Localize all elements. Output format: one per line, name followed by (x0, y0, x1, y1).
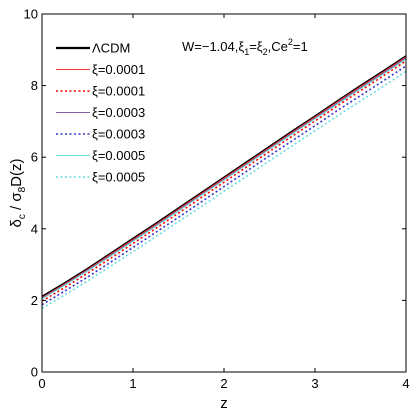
y-tick-label: 6 (31, 150, 38, 165)
legend-label: ξ=0.0005 (92, 170, 145, 185)
y-tick-label: 8 (31, 78, 38, 93)
legend-item: ξ=0.0001 (56, 62, 145, 77)
legend-label: ξ=0.0001 (92, 62, 145, 77)
x-tick-label: 1 (129, 376, 136, 391)
y-axis-label: δc / σ8D(z) (8, 158, 28, 227)
series-line-2 (42, 60, 406, 302)
y-label-sub-8: 8 (17, 186, 28, 192)
series-line-4 (42, 65, 406, 306)
tick-layer: 0 1 2 3 4 0 2 4 6 8 10 (24, 7, 410, 392)
series-line-3 (42, 57, 406, 299)
series-line-0 (42, 55, 406, 298)
legend-label: ξ=0.0005 (92, 148, 145, 163)
y-label-dz: D(z) (8, 158, 25, 186)
legend-item: ξ=0.0003 (56, 127, 145, 142)
legend-label: ξ=0.0001 (92, 84, 145, 99)
series-line-1 (42, 56, 406, 298)
x-tick-label: 3 (311, 376, 318, 391)
series-layer (42, 55, 406, 309)
x-tick-label: 4 (402, 376, 409, 391)
legend-item: ξ=0.0003 (56, 105, 145, 120)
legend-item: ξ=0.0005 (56, 170, 145, 185)
series-line-6 (42, 70, 406, 309)
legend-label: ξ=0.0003 (92, 127, 145, 142)
y-label-sigma: / σ (8, 192, 25, 215)
y-tick-label: 0 (31, 365, 38, 380)
legend-item: ξ=0.0001 (56, 84, 145, 99)
y-label-delta: δ (8, 219, 25, 227)
x-axis-label: z (220, 395, 228, 412)
series-line-5 (42, 58, 406, 300)
y-label-sub-c: c (17, 214, 28, 219)
annotation: W=−1.04,ξ1=ξ2,Ce2=1 (182, 37, 308, 57)
legend-label: ξ=0.0003 (92, 105, 145, 120)
y-tick-label: 2 (31, 293, 38, 308)
y-tick-label: 10 (24, 7, 38, 22)
y-tick-label: 4 (31, 221, 38, 236)
legend-item: ΛCDM (56, 41, 130, 56)
legend-label: ΛCDM (92, 41, 130, 56)
x-tick-label: 0 (38, 376, 45, 391)
legend-item: ξ=0.0005 (56, 148, 145, 163)
legend: ΛCDM ξ=0.0001 ξ=0.0001 ξ=0.0003 ξ=0.0003 ξ=0.… (56, 41, 145, 185)
x-tick-label: 2 (220, 376, 227, 391)
